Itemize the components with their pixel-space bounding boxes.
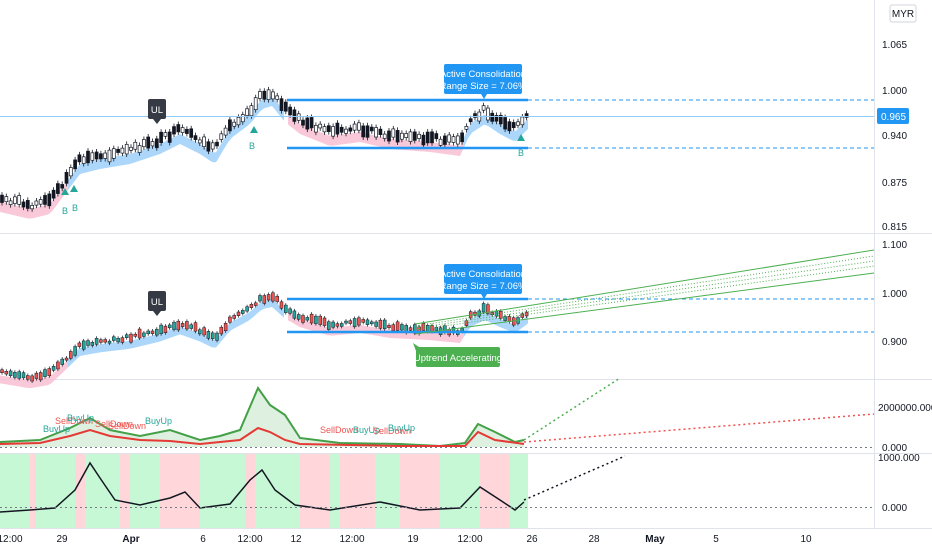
y-tick-label: 1000.000 xyxy=(878,453,920,464)
y-tick-label: 1.000 xyxy=(882,86,907,97)
signal-label: BuyUp xyxy=(145,416,172,426)
range-callout xyxy=(444,264,522,294)
y-tick-label: 0.000 xyxy=(882,443,907,454)
trend-channel-lines xyxy=(414,249,875,335)
range-callout-line1: Active Consolidation xyxy=(440,269,526,280)
projection-line xyxy=(523,455,626,501)
ul-marker xyxy=(148,291,166,311)
signal-label: BuyUp xyxy=(388,423,415,433)
x-tick-label: 29 xyxy=(56,534,68,545)
buy-triangle-icon xyxy=(61,188,69,195)
oscillator-line xyxy=(0,461,525,513)
y-tick-label: 1.065 xyxy=(882,40,907,51)
ul-label: UL xyxy=(151,297,163,308)
price-pane-annotations: Active Consolidation (Range Size = 7.06%… xyxy=(0,64,874,216)
x-tick-label: 5 xyxy=(713,534,719,545)
range-callout-line1: Active Consolidation xyxy=(440,69,526,80)
right-price-axis[interactable]: MYR 1.065 1.000 0.965 0.940 0.875 0.815 … xyxy=(877,4,932,514)
price-ribbon xyxy=(0,96,528,219)
trend-callout xyxy=(416,347,500,367)
oscillator-background-bands xyxy=(0,454,528,528)
signal-label: SellDown xyxy=(320,425,358,435)
signal-label: SellDown xyxy=(95,419,133,429)
ul-label: UL xyxy=(151,105,163,116)
signal-label: BuyUp xyxy=(67,413,94,423)
signal-label: SellDown xyxy=(55,416,93,426)
x-tick-label: 12 xyxy=(290,534,302,545)
x-tick-label: 10 xyxy=(800,534,812,545)
range-callout-line2: (Range Size = 7.06%) xyxy=(436,281,529,292)
x-tick-label: 12:00 xyxy=(457,534,482,545)
price2-pane-annotations: Active Consolidation (Range Size = 7.06%… xyxy=(148,249,875,367)
trend-callout-label: Uptrend Accelerating xyxy=(414,353,502,364)
range-callout-line2: (Range Size = 7.06%) xyxy=(436,81,529,92)
pane-separators xyxy=(0,0,932,529)
x-tick-label: 6 xyxy=(200,534,206,545)
signal-label: BuyUp xyxy=(353,425,380,435)
y-tick-label: 1.100 xyxy=(882,240,907,251)
buy-triangle-icon xyxy=(70,185,78,192)
x-tick-label: 19 xyxy=(407,534,419,545)
volume-lines xyxy=(0,385,525,448)
last-price-badge xyxy=(877,108,909,124)
y-tick-label: 1.000 xyxy=(882,289,907,300)
buy-marker-label: B xyxy=(249,141,255,151)
volume-pane-annotations: BuyUp SellDown BuyUp SellDown SellDown B… xyxy=(0,377,875,448)
y-tick-label: 0.875 xyxy=(882,178,907,189)
y-tick-label: 2000000.000 xyxy=(878,403,932,414)
x-tick-label: 26 xyxy=(526,534,538,545)
projection-line xyxy=(523,377,621,441)
x-tick-label: 12:00 xyxy=(0,534,23,545)
buy-triangle-icon xyxy=(517,134,525,141)
buy-marker-label: B xyxy=(518,148,524,158)
currency-badge xyxy=(889,4,917,23)
y-tick-label: 0.900 xyxy=(882,337,907,348)
x-tick-label: 12:00 xyxy=(339,534,364,545)
x-tick-label: 12:00 xyxy=(237,534,262,545)
oscillator-pane-annotations xyxy=(0,455,874,508)
y-tick-label: 0.940 xyxy=(882,131,907,142)
x-tick-label: Apr xyxy=(122,534,139,545)
ul-marker xyxy=(148,99,166,119)
projection-line xyxy=(523,413,875,443)
buy-marker-label: B xyxy=(62,206,68,216)
x-tick-label: 28 xyxy=(588,534,600,545)
signal-label: SellDown xyxy=(108,421,146,431)
x-tick-label: May xyxy=(645,534,665,545)
price-candles xyxy=(0,86,529,212)
signal-label: SellDown xyxy=(373,426,411,436)
y-tick-label: 0.815 xyxy=(882,222,907,233)
buy-marker-label: B xyxy=(72,203,78,213)
buy-triangle-icon xyxy=(250,126,258,133)
time-axis[interactable]: 12:00 29 Apr 6 12:00 12 12:00 19 12:00 2… xyxy=(0,534,812,545)
last-price-label: 0.965 xyxy=(881,112,906,123)
currency-label: MYR xyxy=(892,9,914,20)
signal-label: BuyUp xyxy=(43,424,70,434)
range-callout xyxy=(444,64,522,94)
y-tick-label: 0.000 xyxy=(882,503,907,514)
price2-candles xyxy=(0,290,529,384)
